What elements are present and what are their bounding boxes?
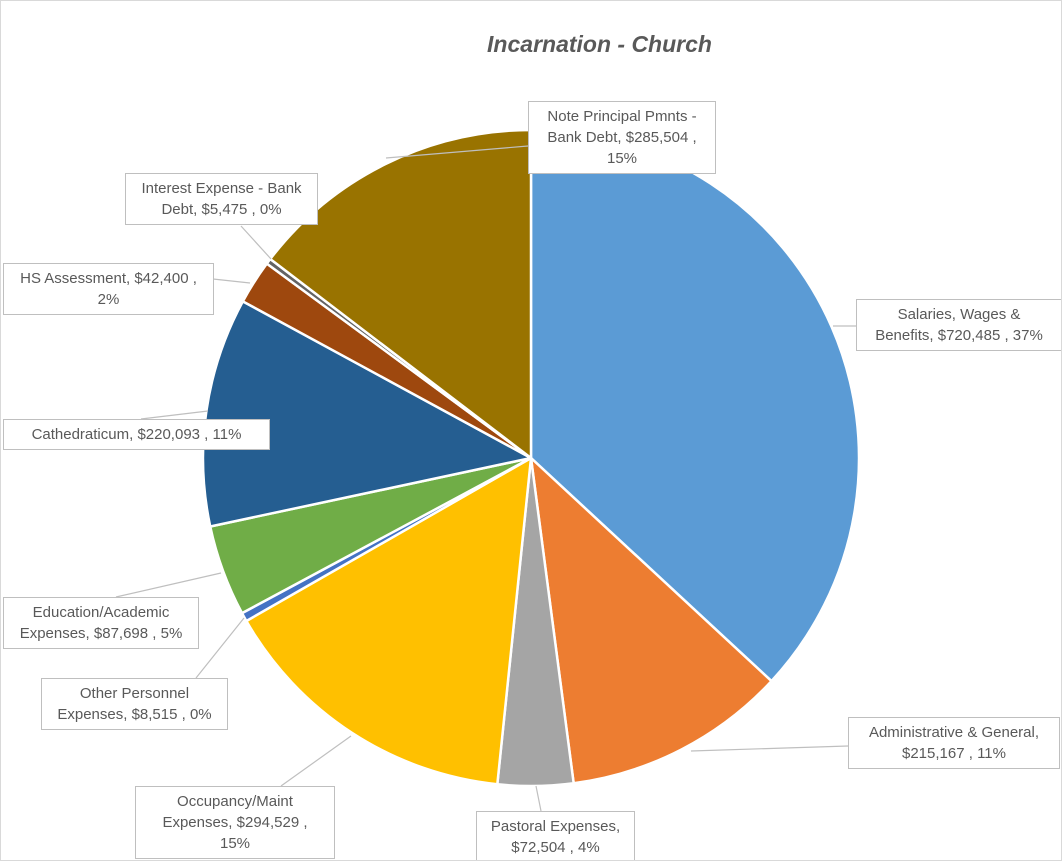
leader-line-other-personnel (195, 617, 245, 679)
label-line: 2% (97, 291, 120, 308)
label-line: 15% (219, 835, 251, 852)
leader-line-interest (240, 225, 272, 260)
label-line: Expenses, $87,698 , 5% (19, 625, 183, 642)
label-line: $215,167 , 11% (902, 745, 1006, 762)
label-line: Administrative & General, (868, 724, 1040, 741)
data-label-occupancy: Occupancy/Maint Expenses, $294,529 , 15% (135, 786, 335, 859)
label-line: Expenses, $8,515 , 0% (57, 706, 212, 723)
label-line: Benefits, $720,485 , 37% (875, 327, 1043, 344)
label-line: Salaries, Wages & (897, 306, 1021, 323)
data-label-interest: Interest Expense - Bank Debt, $5,475 , 0… (125, 173, 318, 225)
label-line: Other Personnel (79, 685, 190, 702)
data-label-note-principal: Note Principal Pmnts - Bank Debt, $285,5… (528, 101, 716, 174)
label-line: Occupancy/Maint (177, 793, 293, 810)
label-line: Cathedraticum, $220,093 , 11% (31, 426, 242, 443)
data-label-admin: Administrative & General, $215,167 , 11% (848, 717, 1060, 769)
chart-title: Incarnation - Church (487, 31, 712, 57)
leader-line-admin (690, 745, 849, 752)
leader-line-hs (212, 278, 251, 284)
label-line: Pastoral Expenses, (490, 818, 621, 835)
label-line: Expenses, $294,529 , (162, 814, 308, 831)
data-label-other-personnel: Other Personnel Expenses, $8,515 , 0% (41, 678, 228, 730)
data-label-pastoral: Pastoral Expenses, $72,504 , 4% (476, 811, 635, 860)
pie-slice-occupancy-maint-expenses (245, 456, 533, 786)
label-line: $72,504 , 4% (511, 839, 600, 856)
data-label-hs-assessment: HS Assessment, $42,400 , 2% (3, 263, 214, 315)
data-label-cathedraticum: Cathedraticum, $220,093 , 11% (3, 419, 270, 450)
leader-line-pastoral (535, 785, 542, 812)
label-line: 15% (606, 150, 638, 167)
label-line: Education/Academic (32, 604, 170, 621)
pie-slice-note-principal-pmnts-bank-debt (269, 128, 533, 460)
leader-line-education (115, 572, 222, 598)
label-line: Bank Debt, $285,504 , (547, 129, 697, 146)
label-line: HS Assessment, $42,400 , (20, 270, 197, 287)
pie-slice-administrative-general (529, 456, 773, 785)
label-line: Debt, $5,475 , 0% (161, 201, 282, 218)
data-label-salaries: Salaries, Wages & Benefits, $720,485 , 3… (856, 299, 1061, 351)
leader-lines (115, 145, 856, 812)
label-line: Note Principal Pmnts - (547, 108, 697, 125)
label-line: Interest Expense - Bank (141, 180, 302, 197)
data-label-education: Education/Academic Expenses, $87,698 , 5… (3, 597, 199, 649)
leader-line-note (385, 145, 529, 159)
leader-line-occupancy (280, 735, 352, 787)
leader-line-cathedraticum (140, 410, 209, 420)
